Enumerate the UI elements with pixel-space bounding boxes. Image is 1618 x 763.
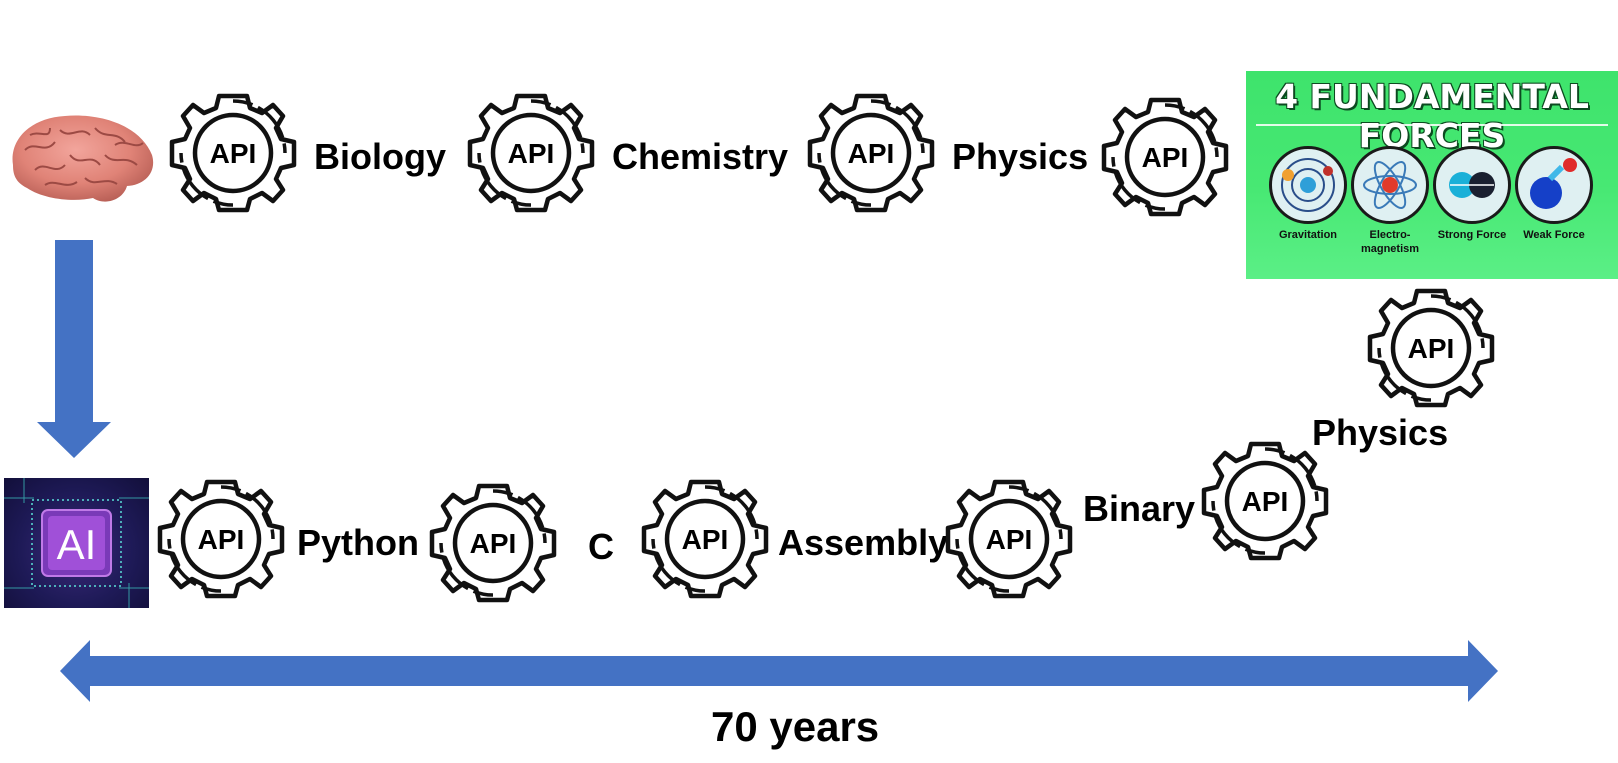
- api-gear-icon: API: [168, 88, 298, 218]
- api-gear-icon: API: [1366, 283, 1496, 413]
- label-chemistry: Chemistry: [612, 136, 789, 177]
- api-gear-icon: API: [156, 474, 286, 604]
- api-gear-icon: API: [1200, 436, 1330, 566]
- label-physics: Physics: [952, 136, 1089, 177]
- panel-title: 4 FUNDAMENTAL FORCES: [1275, 77, 1589, 155]
- force-weak: Weak Force: [1512, 146, 1596, 242]
- api-gear-icon: API: [466, 88, 596, 218]
- label-physics-right: Physics: [1312, 412, 1449, 453]
- force-name: Gravitation: [1278, 229, 1338, 241]
- svg-text:API: API: [986, 524, 1033, 555]
- api-gear-icon: API: [640, 474, 770, 604]
- ai-chip-image: AI: [4, 478, 149, 608]
- api-gear-icon: API: [428, 478, 558, 608]
- api-gear-icon: API: [1100, 92, 1230, 222]
- weak-force-icon: [1515, 146, 1593, 224]
- svg-text:API: API: [198, 524, 245, 555]
- force-name: Electro- magnetism: [1360, 229, 1420, 255]
- svg-text:API: API: [508, 138, 555, 169]
- brain-image: [5, 110, 157, 208]
- force-strong: Strong Force: [1430, 146, 1514, 242]
- force-name: Weak Force: [1523, 229, 1585, 241]
- svg-text:API: API: [682, 524, 729, 555]
- svg-text:API: API: [848, 138, 895, 169]
- svg-text:API: API: [1242, 486, 1289, 517]
- label-binary: Binary: [1083, 488, 1196, 529]
- label-c: C: [588, 526, 614, 567]
- force-name: Strong Force: [1437, 229, 1507, 241]
- label-biology: Biology: [314, 136, 446, 177]
- fundamental-forces-panel: 4 FUNDAMENTAL FORCES Gravitation Electro…: [1246, 71, 1618, 279]
- svg-text:API: API: [1142, 142, 1189, 173]
- label-assembly: Assembly: [778, 522, 949, 563]
- gravitation-icon: [1269, 146, 1347, 224]
- double-headed-arrow: [60, 640, 1498, 702]
- label-python: Python: [297, 522, 419, 563]
- atom-icon: [1351, 146, 1429, 224]
- svg-text:API: API: [210, 138, 257, 169]
- svg-text:API: API: [470, 528, 517, 559]
- force-gravitation: Gravitation: [1266, 146, 1350, 242]
- svg-text:API: API: [1408, 333, 1455, 364]
- ai-chip-label: AI: [56, 521, 97, 568]
- panel-divider: [1256, 124, 1608, 126]
- strong-force-icon: [1433, 146, 1511, 224]
- down-arrow: [37, 240, 111, 458]
- timeline-label: 70 years: [711, 703, 880, 750]
- api-gear-icon: API: [944, 474, 1074, 604]
- api-gear-icon: API: [806, 88, 936, 218]
- force-electromagnetism: Electro- magnetism: [1348, 146, 1432, 256]
